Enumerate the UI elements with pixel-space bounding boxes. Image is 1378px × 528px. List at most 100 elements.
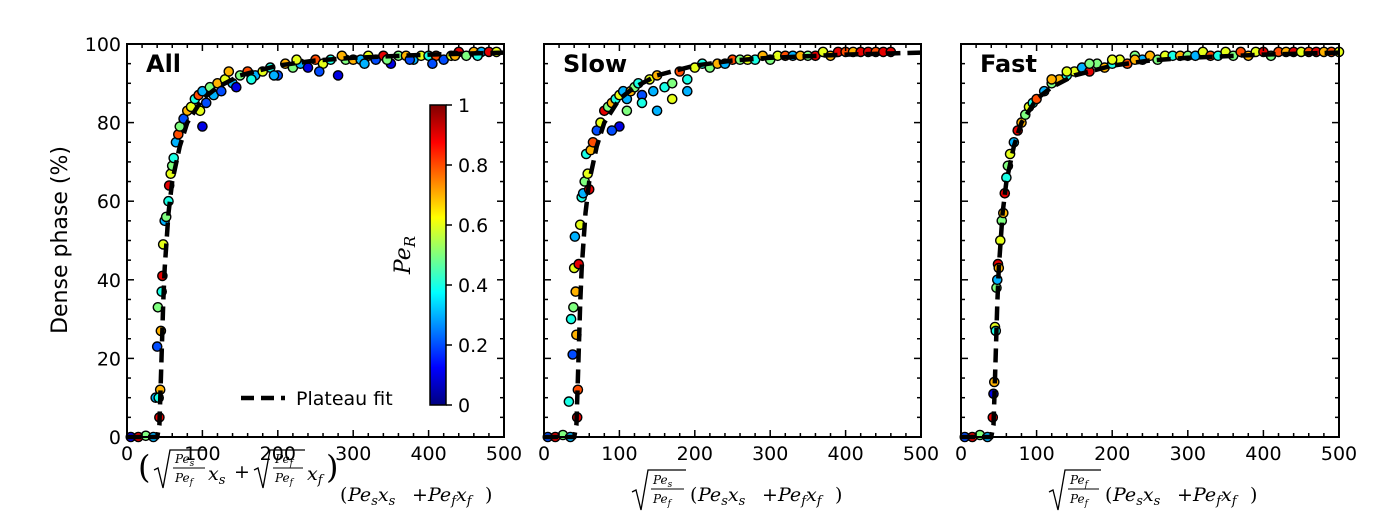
y-tick-label: 60: [97, 191, 121, 213]
axes-frame: [960, 43, 1340, 438]
svg-text:Pesxs: Pesxs: [697, 484, 746, 509]
data-point: [606, 125, 618, 136]
x-tick-label: 300: [752, 443, 788, 465]
data-point: [313, 66, 325, 77]
x-tick-label: 300: [335, 443, 371, 465]
data-point: [682, 85, 693, 97]
colorbar-tick-label: 0: [458, 395, 470, 417]
colorbar: PeR 0 0.2 0.4 0.6 0.8 1: [391, 95, 488, 417]
data-point: [332, 70, 344, 81]
x-tick-label: 0: [538, 443, 550, 465]
axes-frame: [126, 43, 505, 438]
data-point: [151, 341, 163, 352]
y-axis-label: Dense phase (%): [48, 146, 73, 334]
panel-fast: 0 100 200 300 400 500: [955, 43, 1357, 465]
x-axis-label-fast: Pef Pef ( Pesxs + Pefxf ): [1048, 469, 1257, 511]
svg-text:(: (: [1105, 484, 1112, 506]
x-tick-label: 200: [677, 443, 713, 465]
svg-text:(: (: [138, 448, 150, 486]
x-tick-label: 0: [955, 443, 967, 465]
x-tick-label: 0: [121, 443, 133, 465]
data-point: [268, 70, 280, 81]
svg-text:xf: xf: [307, 463, 325, 488]
colorbar-tick-label: 0.8: [458, 155, 488, 177]
data-point: [215, 85, 227, 97]
x-tick-label: 400: [827, 443, 863, 465]
data-point: [567, 349, 579, 360]
colorbar-label: PeR: [391, 236, 419, 275]
data-point: [246, 74, 257, 85]
data-point: [223, 66, 235, 77]
svg-text:Pef: Pef: [652, 492, 673, 509]
data-point: [230, 81, 242, 93]
colorbar-tick-label: 1: [458, 95, 470, 117]
svg-text:): ): [326, 448, 338, 486]
panel-slow: 0 100 200 300 400 500: [538, 43, 939, 465]
legend-label: Plateau fit: [296, 388, 393, 410]
svg-text:Pes: Pes: [174, 452, 195, 469]
svg-text:Pef: Pef: [1069, 492, 1090, 509]
data-point: [302, 62, 314, 73]
data-point: [682, 74, 693, 85]
svg-text:+: +: [234, 461, 250, 483]
x-tick-label: 300: [1170, 443, 1206, 465]
svg-text:Pef: Pef: [1069, 473, 1090, 490]
svg-text:Pefxf: Pefxf: [427, 484, 474, 509]
plateau-fit-line: [961, 50, 1340, 440]
data-point: [648, 85, 659, 97]
x-tick-label: 500: [903, 443, 939, 465]
x-tick-label: 400: [410, 443, 446, 465]
x-tick-label: 500: [1321, 443, 1357, 465]
colorbar-tick-label: 0.6: [458, 215, 488, 237]
x-axis-label-slow: Pes Pef ( Pesxs + Pefxf ): [631, 469, 842, 511]
data-point: [651, 105, 663, 117]
svg-text:Pefxf: Pefxf: [777, 484, 824, 509]
x-tick-label: 100: [1018, 443, 1054, 465]
data-point: [1106, 54, 1118, 66]
data-point: [568, 301, 579, 313]
colorbar-tick-label: 0.4: [458, 275, 488, 297]
svg-text:Pef: Pef: [274, 471, 295, 488]
colorbar-gradient: [429, 104, 447, 406]
plateau-fit-line: [127, 50, 505, 440]
data-point: [569, 231, 581, 242]
data-point: [636, 97, 648, 109]
x-tick-label: 500: [486, 443, 522, 465]
data-point: [359, 58, 370, 70]
svg-text:): ): [1250, 484, 1257, 506]
x-tick-label: 400: [1245, 443, 1281, 465]
svg-text:+: +: [762, 484, 778, 506]
data-point: [565, 313, 577, 325]
data-point: [197, 121, 208, 132]
data-point: [1061, 66, 1073, 77]
data-point: [1084, 58, 1095, 70]
axes-frame: [543, 43, 922, 438]
data-point: [427, 58, 438, 70]
svg-text:): ): [835, 484, 842, 506]
x-tick-label: 100: [601, 443, 637, 465]
y-tick-label: 20: [97, 348, 121, 370]
data-point: [563, 396, 575, 407]
y-tick-label: 0: [109, 427, 121, 449]
data-point: [1046, 74, 1057, 85]
panel-title-slow: Slow: [563, 50, 627, 78]
svg-text:Pesxs: Pesxs: [1112, 484, 1161, 509]
x-tick-label: 200: [1094, 443, 1130, 465]
y-tick-label: 40: [97, 270, 121, 292]
svg-text:(: (: [690, 484, 697, 506]
svg-text:Pef: Pef: [274, 452, 295, 469]
plateau-fit-line: [544, 50, 922, 440]
svg-text:Pes: Pes: [652, 473, 673, 490]
data-point: [666, 93, 678, 105]
svg-text:): ): [485, 484, 492, 506]
legend: Plateau fit: [241, 388, 393, 410]
y-tick-label: 100: [85, 34, 121, 56]
colorbar-tick-label: 0.2: [458, 335, 488, 357]
y-tick-label: 80: [97, 113, 121, 135]
svg-text:Pesxs: Pesxs: [347, 484, 396, 509]
svg-text:xs: xs: [208, 463, 226, 488]
svg-text:Pef: Pef: [174, 471, 195, 488]
data-point: [621, 105, 633, 117]
